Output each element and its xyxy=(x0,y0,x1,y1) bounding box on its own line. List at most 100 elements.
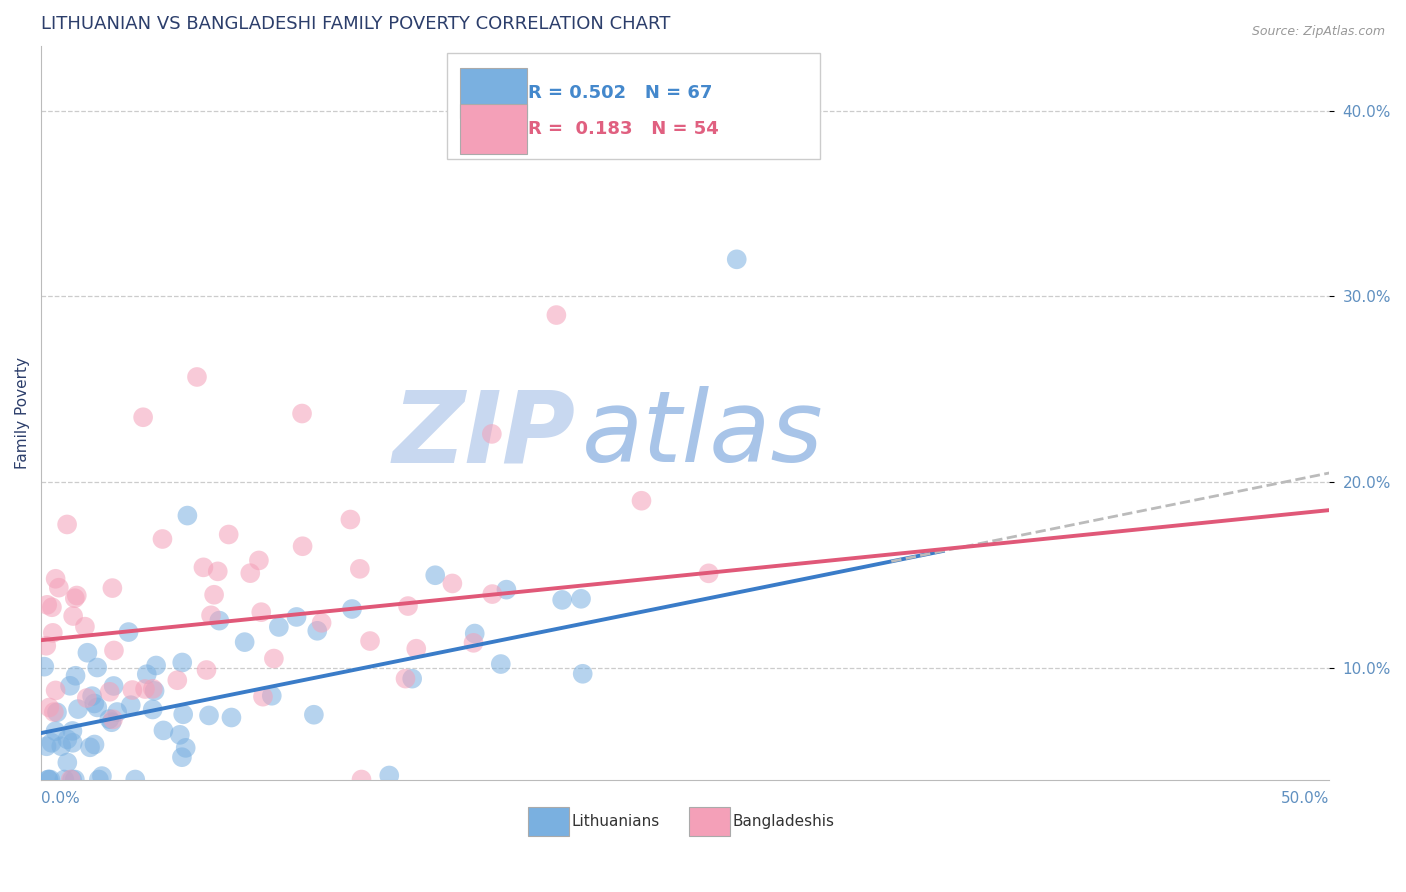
Point xyxy=(44,724,66,739)
Point xyxy=(441,576,464,591)
Point xyxy=(56,756,79,770)
Point xyxy=(263,651,285,665)
Point xyxy=(59,772,82,787)
Point xyxy=(218,527,240,541)
Point xyxy=(120,698,142,713)
Point xyxy=(546,308,568,322)
Point xyxy=(134,681,156,696)
Point xyxy=(425,568,447,582)
Text: Lithuanians: Lithuanians xyxy=(572,814,659,829)
Point xyxy=(495,582,517,597)
Point xyxy=(152,723,174,738)
Point xyxy=(396,599,419,613)
Point xyxy=(489,657,512,671)
Point xyxy=(405,641,427,656)
Point xyxy=(208,614,231,628)
Point xyxy=(169,728,191,742)
Point xyxy=(152,532,174,546)
Point xyxy=(83,697,105,711)
Point xyxy=(60,772,83,787)
Point xyxy=(35,739,58,754)
Point xyxy=(35,639,58,653)
Point xyxy=(73,620,96,634)
Point xyxy=(37,598,59,612)
Point xyxy=(98,685,121,699)
Point xyxy=(59,679,82,693)
Point xyxy=(56,732,79,747)
Point xyxy=(252,690,274,704)
Point xyxy=(46,706,69,720)
Point xyxy=(307,624,329,638)
Point xyxy=(63,591,86,606)
Point xyxy=(143,684,166,698)
Point xyxy=(62,609,84,624)
Point xyxy=(267,620,290,634)
Point xyxy=(176,508,198,523)
Point xyxy=(291,407,314,421)
Point xyxy=(195,663,218,677)
Point xyxy=(87,772,110,787)
Point xyxy=(98,712,121,726)
Point xyxy=(359,634,381,648)
Point xyxy=(100,715,122,730)
Point xyxy=(101,581,124,595)
FancyBboxPatch shape xyxy=(460,68,527,118)
Point xyxy=(172,656,194,670)
Text: ZIP: ZIP xyxy=(392,386,575,483)
Point xyxy=(250,605,273,619)
Point xyxy=(103,679,125,693)
Point xyxy=(39,772,62,787)
Point xyxy=(86,660,108,674)
Point xyxy=(124,772,146,787)
Point xyxy=(172,707,194,722)
Point xyxy=(66,589,89,603)
Point xyxy=(166,673,188,688)
Point xyxy=(86,700,108,714)
Point xyxy=(247,553,270,567)
Point xyxy=(569,591,592,606)
Point xyxy=(62,723,84,738)
Point xyxy=(193,560,215,574)
Point xyxy=(41,600,63,615)
Text: atlas: atlas xyxy=(582,386,824,483)
Point xyxy=(63,772,86,787)
Point xyxy=(571,666,593,681)
Point xyxy=(174,740,197,755)
Point xyxy=(37,772,59,787)
Point xyxy=(83,738,105,752)
Point xyxy=(311,615,333,630)
Point xyxy=(121,683,143,698)
Point xyxy=(340,602,363,616)
Point xyxy=(198,708,221,723)
Point xyxy=(105,705,128,719)
Point xyxy=(142,702,165,716)
Point xyxy=(76,691,98,706)
Point xyxy=(45,683,67,698)
Point xyxy=(145,658,167,673)
Point xyxy=(170,750,193,764)
Point xyxy=(186,370,208,384)
FancyBboxPatch shape xyxy=(447,53,821,160)
Point xyxy=(339,512,361,526)
Text: 0.0%: 0.0% xyxy=(41,790,80,805)
Point xyxy=(34,659,56,673)
Point xyxy=(233,635,256,649)
Text: Bangladeshis: Bangladeshis xyxy=(733,814,835,829)
Point xyxy=(725,252,748,267)
FancyBboxPatch shape xyxy=(689,806,730,836)
Point xyxy=(302,707,325,722)
Point xyxy=(62,736,84,750)
Point xyxy=(142,681,165,696)
Point xyxy=(132,410,155,425)
Point xyxy=(56,517,79,532)
Point xyxy=(350,772,373,787)
Text: 50.0%: 50.0% xyxy=(1281,790,1329,805)
Point xyxy=(202,588,225,602)
Point xyxy=(37,772,59,787)
Point xyxy=(45,572,67,586)
Point xyxy=(378,768,401,782)
Point xyxy=(51,739,73,754)
Point xyxy=(463,636,485,650)
Point xyxy=(117,625,139,640)
Y-axis label: Family Poverty: Family Poverty xyxy=(15,357,30,468)
